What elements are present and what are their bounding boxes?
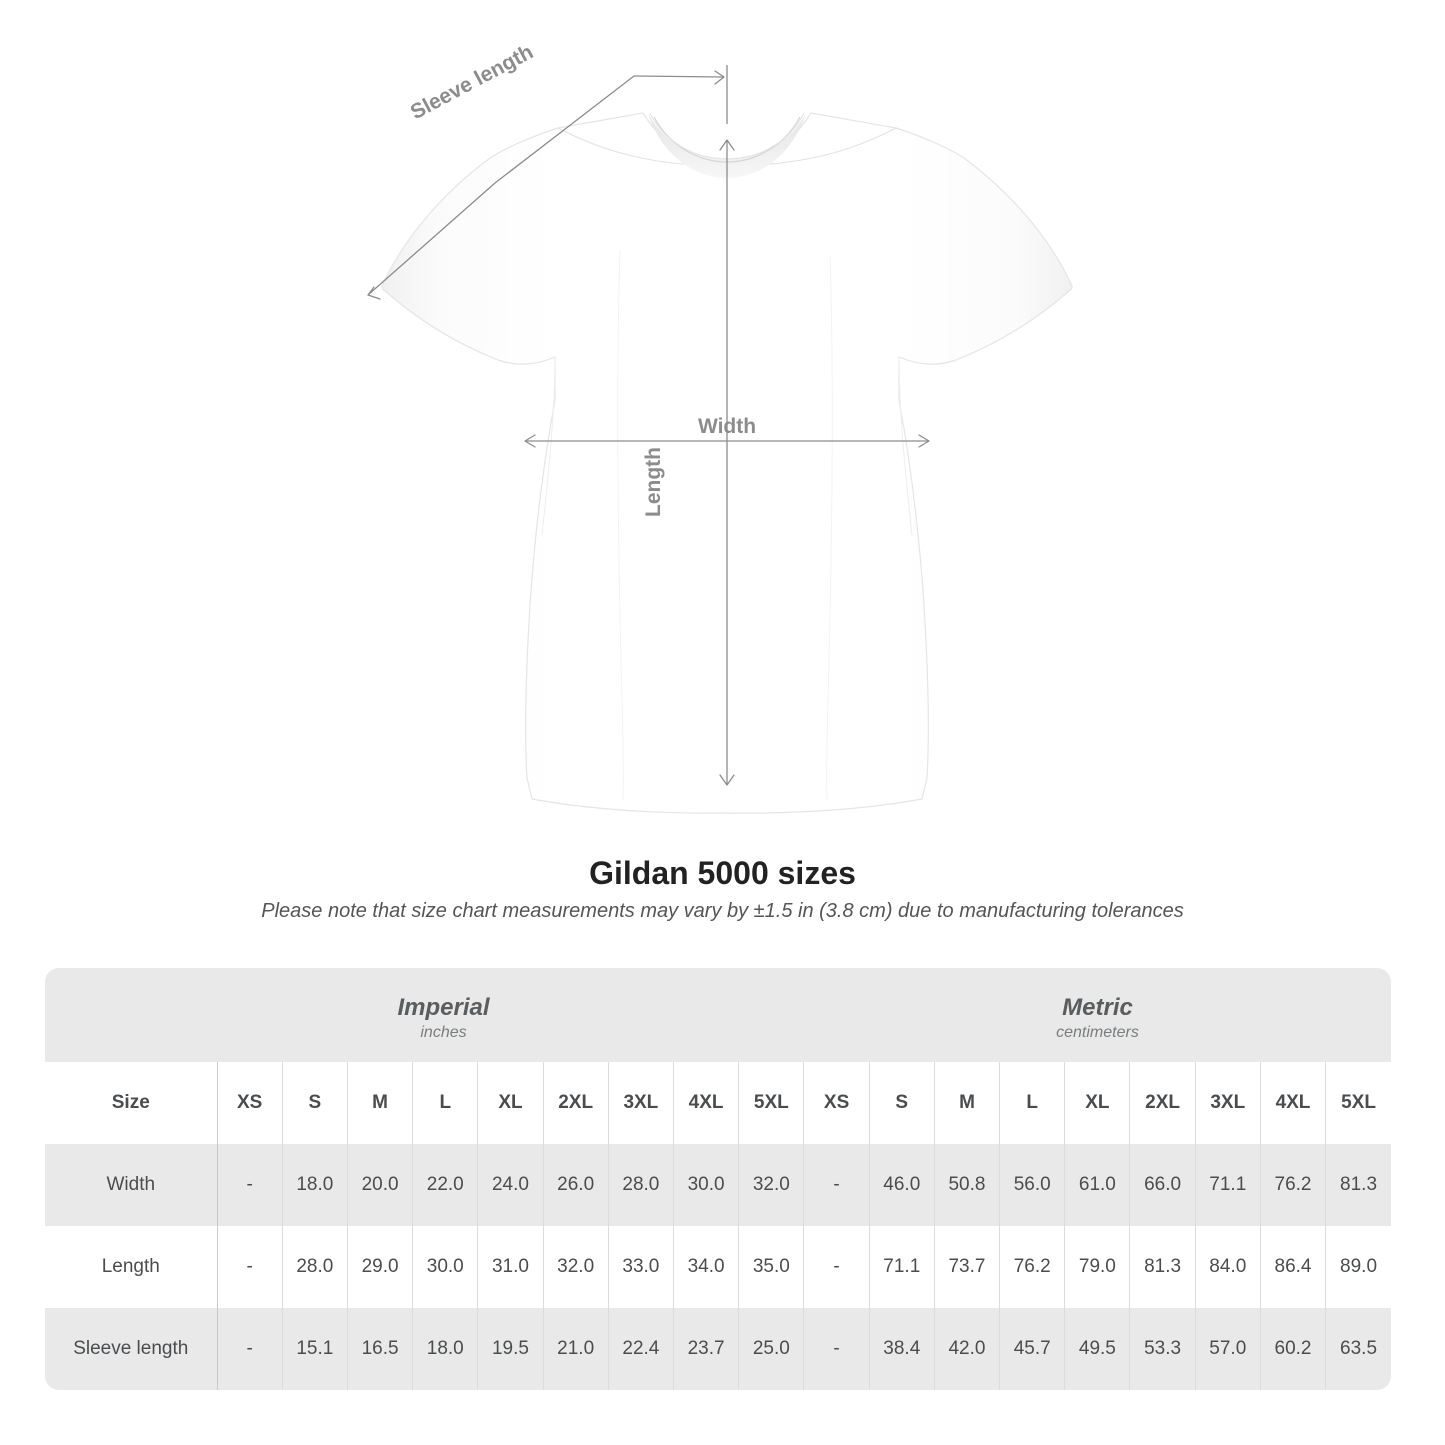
svg-text:Length: Length (642, 447, 665, 517)
svg-text:Width: Width (698, 415, 756, 438)
svg-text:Sleeve length: Sleeve length (407, 40, 537, 124)
